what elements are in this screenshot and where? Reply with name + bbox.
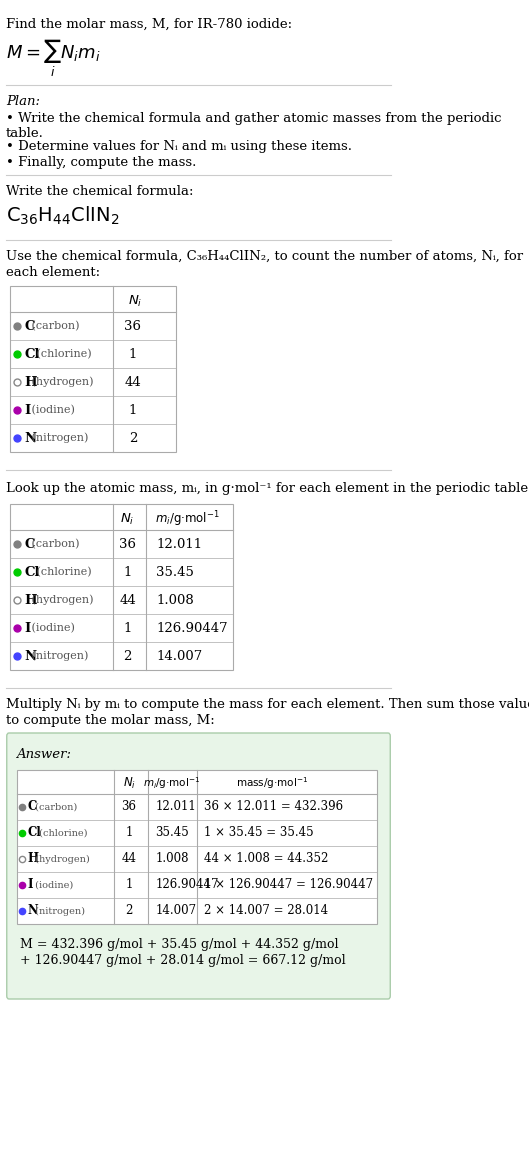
Text: $m_i$/g·mol$^{-1}$: $m_i$/g·mol$^{-1}$ bbox=[143, 775, 200, 791]
Text: (chlorine): (chlorine) bbox=[33, 567, 92, 577]
Text: 1: 1 bbox=[123, 566, 132, 578]
Text: (hydrogen): (hydrogen) bbox=[32, 855, 89, 864]
Text: 44: 44 bbox=[119, 593, 136, 606]
Text: • Write the chemical formula and gather atomic masses from the periodic table.: • Write the chemical formula and gather … bbox=[6, 112, 501, 140]
Text: 1 × 126.90447 = 126.90447: 1 × 126.90447 = 126.90447 bbox=[204, 878, 373, 892]
Text: 44 × 1.008 = 44.352: 44 × 1.008 = 44.352 bbox=[204, 852, 329, 865]
Text: 44: 44 bbox=[124, 375, 141, 388]
Text: (iodine): (iodine) bbox=[32, 880, 73, 890]
Text: I: I bbox=[24, 621, 30, 634]
Text: H: H bbox=[28, 852, 39, 865]
Text: each element:: each element: bbox=[6, 266, 100, 279]
Text: Multiply Nᵢ by mᵢ to compute the mass for each element. Then sum those values: Multiply Nᵢ by mᵢ to compute the mass fo… bbox=[6, 698, 529, 711]
Text: 1.008: 1.008 bbox=[156, 593, 194, 606]
Text: Write the chemical formula:: Write the chemical formula: bbox=[6, 185, 194, 198]
Text: (nitrogen): (nitrogen) bbox=[28, 651, 88, 661]
Text: 1: 1 bbox=[125, 827, 133, 840]
Text: C: C bbox=[24, 538, 34, 550]
Text: 14.007: 14.007 bbox=[156, 905, 196, 918]
Text: 12.011: 12.011 bbox=[156, 801, 196, 814]
Text: $\mathregular{C_{36}H_{44}ClIN_2}$: $\mathregular{C_{36}H_{44}ClIN_2}$ bbox=[6, 205, 120, 227]
Text: C: C bbox=[28, 801, 37, 814]
Text: + 126.90447 g/mol + 28.014 g/mol = 667.12 g/mol: + 126.90447 g/mol + 28.014 g/mol = 667.1… bbox=[20, 954, 346, 967]
Text: Find the molar mass, M, for IR-780 iodide:: Find the molar mass, M, for IR-780 iodid… bbox=[6, 17, 292, 31]
Text: N: N bbox=[24, 649, 36, 662]
Text: (iodine): (iodine) bbox=[28, 405, 75, 415]
Text: Cl: Cl bbox=[28, 827, 41, 840]
Text: $N_i$: $N_i$ bbox=[123, 775, 135, 791]
Text: (nitrogen): (nitrogen) bbox=[28, 433, 88, 443]
Text: 1: 1 bbox=[125, 878, 133, 892]
Text: • Finally, compute the mass.: • Finally, compute the mass. bbox=[6, 156, 196, 169]
Text: 126.90447: 126.90447 bbox=[156, 878, 219, 892]
Text: 44: 44 bbox=[122, 852, 136, 865]
Text: • Determine values for Nᵢ and mᵢ using these items.: • Determine values for Nᵢ and mᵢ using t… bbox=[6, 140, 352, 153]
Text: N: N bbox=[24, 431, 36, 444]
Text: $N_i$: $N_i$ bbox=[128, 294, 142, 309]
Text: to compute the molar mass, M:: to compute the molar mass, M: bbox=[6, 714, 215, 726]
Text: Cl: Cl bbox=[24, 347, 40, 360]
Text: H: H bbox=[24, 593, 37, 606]
Text: 1: 1 bbox=[129, 347, 137, 360]
Text: (carbon): (carbon) bbox=[28, 539, 80, 549]
Text: Cl: Cl bbox=[24, 566, 40, 578]
Text: H: H bbox=[24, 375, 37, 388]
Text: $N_i$: $N_i$ bbox=[121, 512, 135, 527]
Text: Look up the atomic mass, mᵢ, in g·mol⁻¹ for each element in the periodic table:: Look up the atomic mass, mᵢ, in g·mol⁻¹ … bbox=[6, 482, 529, 496]
Bar bbox=[10, 286, 176, 452]
Text: 35.45: 35.45 bbox=[156, 566, 194, 578]
Text: Answer:: Answer: bbox=[16, 749, 71, 761]
Text: (carbon): (carbon) bbox=[32, 802, 77, 812]
Text: N: N bbox=[28, 905, 39, 918]
Text: (nitrogen): (nitrogen) bbox=[32, 906, 85, 915]
Text: 36 × 12.011 = 432.396: 36 × 12.011 = 432.396 bbox=[204, 801, 343, 814]
Text: 2: 2 bbox=[123, 649, 132, 662]
Text: I: I bbox=[24, 403, 30, 416]
Text: 126.90447: 126.90447 bbox=[156, 621, 227, 634]
Text: 1: 1 bbox=[129, 403, 137, 416]
Text: 1: 1 bbox=[123, 621, 132, 634]
Text: $m_i$/g·mol$^{-1}$: $m_i$/g·mol$^{-1}$ bbox=[156, 510, 220, 529]
Text: M = 432.396 g/mol + 35.45 g/mol + 44.352 g/mol: M = 432.396 g/mol + 35.45 g/mol + 44.352… bbox=[20, 937, 339, 951]
Text: 2: 2 bbox=[125, 905, 133, 918]
Text: 36: 36 bbox=[119, 538, 136, 550]
FancyBboxPatch shape bbox=[7, 733, 390, 999]
Text: (chlorine): (chlorine) bbox=[36, 829, 87, 837]
Text: 2 × 14.007 = 28.014: 2 × 14.007 = 28.014 bbox=[204, 905, 329, 918]
Text: (hydrogen): (hydrogen) bbox=[28, 377, 94, 387]
Text: 36: 36 bbox=[122, 801, 136, 814]
Text: C: C bbox=[24, 319, 34, 332]
Text: I: I bbox=[28, 878, 33, 892]
Text: 35.45: 35.45 bbox=[156, 827, 189, 840]
Text: (chlorine): (chlorine) bbox=[33, 349, 92, 359]
Text: 2: 2 bbox=[129, 431, 137, 444]
Text: 1 × 35.45 = 35.45: 1 × 35.45 = 35.45 bbox=[204, 827, 314, 840]
Bar bbox=[10, 504, 233, 670]
Text: (hydrogen): (hydrogen) bbox=[28, 595, 94, 605]
Text: mass/g·mol$^{-1}$: mass/g·mol$^{-1}$ bbox=[235, 775, 308, 791]
Text: 36: 36 bbox=[124, 319, 141, 332]
Text: $M = \sum_i N_i m_i$: $M = \sum_i N_i m_i$ bbox=[6, 38, 101, 79]
Text: (iodine): (iodine) bbox=[28, 623, 75, 633]
Text: 1.008: 1.008 bbox=[156, 852, 189, 865]
Text: 14.007: 14.007 bbox=[156, 649, 203, 662]
Bar bbox=[16, 770, 377, 923]
Text: (carbon): (carbon) bbox=[28, 321, 80, 331]
Text: Plan:: Plan: bbox=[6, 94, 40, 108]
Text: 12.011: 12.011 bbox=[156, 538, 202, 550]
Text: Use the chemical formula, C₃₆H₄₄ClIN₂, to count the number of atoms, Nᵢ, for: Use the chemical formula, C₃₆H₄₄ClIN₂, t… bbox=[6, 250, 523, 264]
